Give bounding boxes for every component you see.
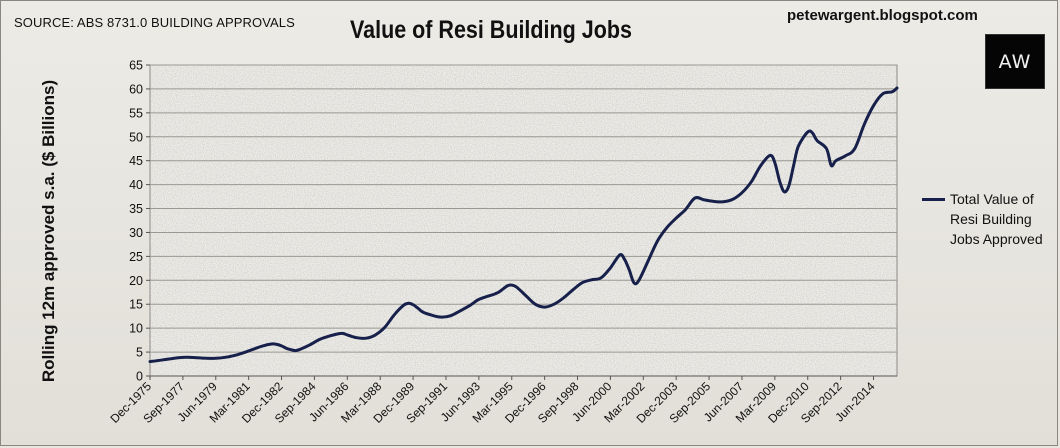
y-tick-label: 35 [129, 202, 143, 216]
y-axis-ticks: 0 5 10 15 20 25 30 35 40 45 50 55 60 65 [129, 59, 150, 384]
legend-label: Total Value of Resi Building Jobs Approv… [950, 189, 1060, 249]
y-tick-label: 50 [129, 130, 143, 144]
aw-logo: AW [985, 34, 1045, 89]
blog-url: petewargent.blogspot.com [787, 7, 978, 24]
legend: Total Value of Resi Building Jobs Approv… [922, 189, 1060, 249]
x-axis-ticks: Dec-1975Sep-1977Jun-1979Mar-1981Dec-1982… [107, 375, 897, 426]
y-tick-label: 5 [136, 346, 143, 360]
y-tick-label: 65 [129, 59, 143, 73]
logo-text: AW [998, 50, 1032, 73]
plot-texture [150, 65, 897, 376]
y-tick-label: 45 [129, 154, 143, 168]
y-tick-label: 20 [129, 274, 143, 288]
legend-label-text: Total Value of Resi Building Jobs Approv… [950, 191, 1043, 247]
y-tick-label: 10 [129, 322, 143, 336]
series-line-total-value [148, 86, 899, 364]
y-tick-label: 55 [129, 106, 143, 120]
y-tick-label: 40 [129, 178, 143, 192]
y-tick-label: 60 [129, 82, 143, 96]
legend-line-swatch [922, 198, 945, 201]
y-tick-label: 25 [129, 250, 143, 264]
y-tick-label: 30 [129, 226, 143, 240]
y-tick-label: 15 [129, 298, 143, 312]
source-note: SOURCE: ABS 8731.0 BUILDING APPROVALS [14, 15, 295, 30]
plot-area [149, 64, 898, 377]
chart-title: Value of Resi Building Jobs [350, 16, 632, 44]
y-tick-label: 0 [136, 370, 143, 384]
series-layer [148, 86, 899, 364]
